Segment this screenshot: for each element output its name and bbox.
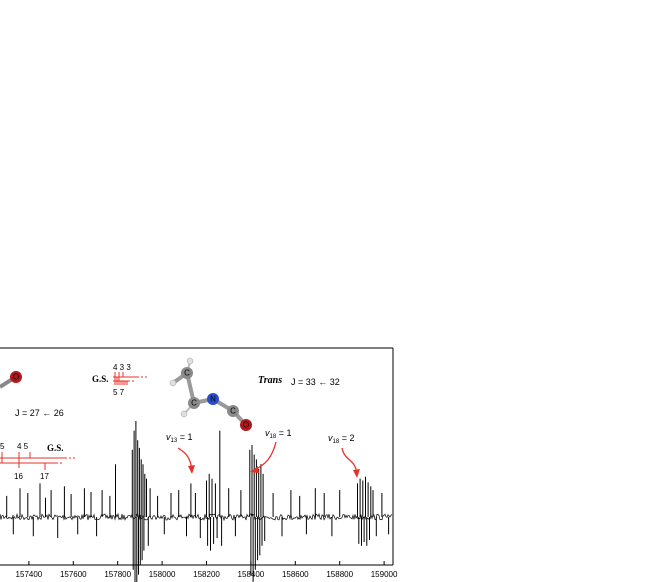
atom-n-label: N <box>210 395 216 404</box>
j-transition-right: J = 33 ← 32 <box>291 377 340 387</box>
hydrogen-atom-icon <box>180 410 188 418</box>
label-v13: v13 = 1 <box>166 432 195 474</box>
x-tick-label: 159000 <box>371 570 398 579</box>
gs-top-ticks <box>114 372 128 385</box>
gs-left-sub-16: 16 <box>14 472 23 481</box>
x-tick-label: 158200 <box>193 570 220 579</box>
carbon-atom-icon <box>188 397 200 409</box>
arrowhead-v18-1 <box>250 466 259 473</box>
arrowhead-v18-2 <box>353 469 360 478</box>
svg-text:v18 = 1: v18 = 1 <box>265 428 291 440</box>
gs-top-marker: G.S. 4 3 3 5 7 <box>92 363 148 397</box>
atom-c-label: C <box>184 369 190 378</box>
x-tick-label: 158800 <box>326 570 353 579</box>
trans-label: Trans <box>258 375 282 386</box>
carbon-atom-icon <box>227 405 239 417</box>
gs-left-sub-17: 17 <box>40 472 49 481</box>
oxygen-atom-icon <box>240 419 252 431</box>
label-v18-2: v18 = 2 <box>328 433 360 478</box>
gs-left-label: G.S. <box>47 443 64 453</box>
x-tick-label: 157400 <box>16 570 43 579</box>
x-tick-label: 157800 <box>104 570 131 579</box>
arrowhead-v13 <box>188 465 195 474</box>
gs-left-numbers: 4 5 <box>17 442 29 451</box>
x-axis-ticks: 157400 157600 157800 158000 158200 158400 1586… <box>16 561 398 579</box>
molecule-trans: C C N C O <box>169 357 252 431</box>
gs-left-partial-5: 5 <box>0 442 5 451</box>
spectrum-baseline <box>0 512 393 522</box>
svg-text:v13 = 1: v13 = 1 <box>166 432 192 444</box>
atom-o-label: O <box>13 373 19 382</box>
gs-top-numbers: 4 3 3 <box>113 363 131 372</box>
label-v18-1: v18 = 1 <box>250 428 291 473</box>
svg-text:v18 = 2: v18 = 2 <box>328 433 354 445</box>
nitrogen-atom-icon <box>207 393 219 405</box>
arrow-v18-1 <box>253 441 277 471</box>
gs-left-ticks <box>1 452 46 470</box>
x-tick-label: 158600 <box>282 570 309 579</box>
hydrogen-atom-icon <box>186 357 194 365</box>
gs-top-label: G.S. <box>92 374 109 384</box>
atom-o-label: O <box>243 421 249 430</box>
molecule-cis: O <box>0 371 22 389</box>
oxygen-atom-icon <box>10 371 22 383</box>
x-tick-label: 157600 <box>60 570 87 579</box>
spectrum-series <box>0 421 393 582</box>
atom-c-label: C <box>230 407 236 416</box>
x-tick-label: 158400 <box>238 570 265 579</box>
atom-c-label: C <box>191 399 197 408</box>
x-tick-label: 158000 <box>149 570 176 579</box>
plot-frame <box>0 347 394 566</box>
j-transition-left: J = 27 ← 26 <box>15 408 64 418</box>
gs-top-sub: 5 7 <box>113 388 125 397</box>
hydrogen-atom-icon <box>169 379 177 387</box>
gs-left-marker: 5 4 5 G.S. 16 17 <box>0 442 75 481</box>
carbon-atom-icon <box>181 367 193 379</box>
